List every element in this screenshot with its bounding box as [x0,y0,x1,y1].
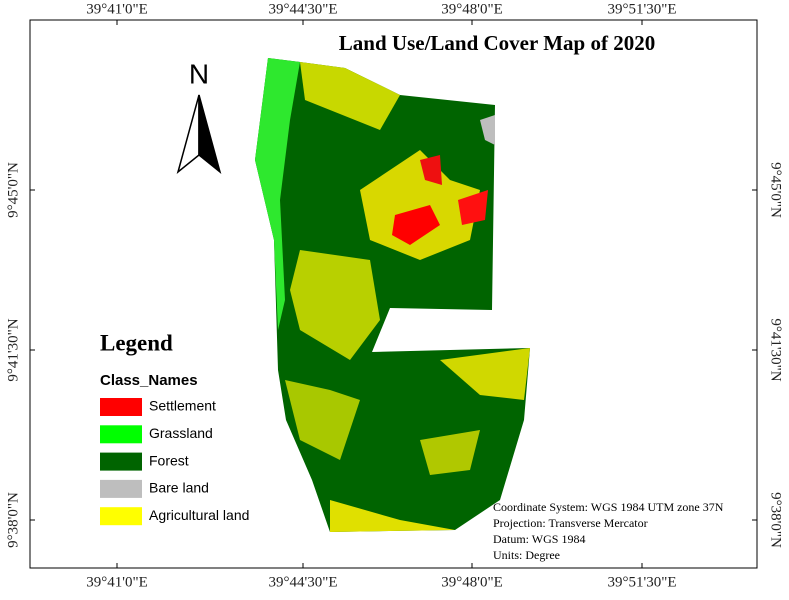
agri-area [290,250,380,360]
legend-label: Forest [149,452,189,468]
coordinate-labels: 39°41'0"E 39°41'0"E 39°44'30"E 39°44'30"E 39… [5,1,783,590]
x-coord-label: 39°44'30"E [269,574,338,590]
info-line: Units: Degree [493,548,560,562]
x-coord-label: 39°41'0"E [86,1,148,17]
x-coord-label: 39°51'30"E [608,574,677,590]
agri-area [420,430,480,475]
legend: Settlement Grassland Forest Bare land Agricu… [100,398,249,526]
info-line: Projection: Transverse Mercator [493,516,648,530]
map-title: Land Use/Land Cover Map of 2020 [339,31,655,55]
x-coord-label: 39°51'30"E [608,1,677,17]
settlement-area [392,205,440,245]
info-line: Coordinate System: WGS 1984 UTM zone 37N [493,500,724,514]
x-coord-label: 39°48'0"E [441,574,503,590]
legend-label: Settlement [149,398,216,414]
north-arrow: N [176,58,222,175]
agri-area [300,62,400,130]
agri-area [285,380,360,460]
x-coord-label: 39°48'0"E [441,1,503,17]
y-coord-label: 9°41'30"N [5,318,21,381]
x-coord-label: 39°41'0"E [86,574,148,590]
bare-land-area [480,115,495,145]
agri-area [440,348,530,400]
legend-subtitle: Class_Names [100,372,198,389]
north-label: N [189,58,209,89]
y-coord-label: 9°38'0"N [768,492,784,548]
legend-label: Grassland [149,425,213,441]
y-coord-label: 9°45'0"N [5,162,21,218]
legend-title: Legend [100,330,173,355]
legend-label: Bare land [149,480,209,496]
settlement-area [458,190,488,225]
map-info: Coordinate System: WGS 1984 UTM zone 37N… [493,500,724,562]
land-cover-raster [255,58,530,532]
x-coord-label: 39°44'30"E [269,1,338,17]
north-arrow-right [198,94,222,175]
y-coord-label: 9°45'0"N [768,162,784,218]
info-line: Datum: WGS 1984 [493,532,585,546]
legend-swatch [100,425,142,444]
legend-label: Agricultural land [149,507,249,523]
agri-area [360,150,480,260]
legend-swatch [100,398,142,416]
y-coord-label: 9°38'0"N [5,492,21,548]
settlement-area [420,155,442,185]
legend-swatch [100,452,142,471]
agri-area [330,500,455,532]
legend-swatch [100,507,142,526]
legend-swatch [100,479,142,498]
grassland-area [255,58,300,330]
y-coord-label: 9°41'30"N [768,318,784,381]
